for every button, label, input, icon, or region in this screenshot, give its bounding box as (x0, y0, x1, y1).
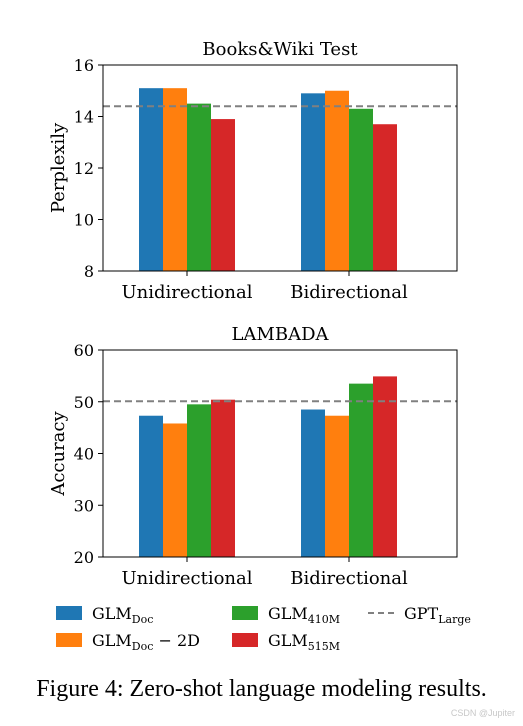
legend-entry-glm-doc-swatch (56, 606, 82, 620)
legend-label-subscript: 515M (308, 640, 340, 653)
legend-entry-glm-doc: GLMDoc (56, 604, 153, 626)
y-tick-label: 14 (74, 108, 94, 127)
figure-caption: Figure 4: Zero-shot language modeling re… (36, 676, 487, 702)
legend-entry-glm-410m-swatch (232, 606, 258, 620)
bar-glm-doc-2d-bidirectional (325, 415, 349, 557)
bar-glm-doc-bidirectional (301, 409, 325, 557)
legend-label-base: GLM (268, 604, 308, 623)
chart-title: LAMBADA (231, 324, 329, 345)
bar-glm-doc-2d-unidirectional (163, 423, 187, 557)
bar-glm-410m-bidirectional (349, 108, 373, 272)
y-tick-label: 12 (74, 159, 94, 178)
legend-label-subscript: Doc (132, 613, 154, 626)
legend-entry-gpt-large: GPTLarge (368, 604, 471, 626)
legend-label-base: GLM (92, 604, 132, 623)
x-tick-label-bidirectional: Bidirectional (290, 282, 408, 303)
bar-glm-410m-bidirectional (349, 383, 373, 557)
y-tick-label: 20 (74, 548, 94, 567)
y-tick-label: 8 (84, 262, 94, 281)
legend-entry-glm-doc-2d-swatch (56, 633, 82, 647)
bar-glm-515m-unidirectional (211, 119, 235, 271)
legend-entry-glm-515m-label: GLM515M (268, 631, 340, 653)
y-axis-label: Accuracy (48, 411, 69, 497)
bar-glm-515m-unidirectional (211, 399, 235, 557)
bar-glm-410m-unidirectional (187, 404, 211, 557)
legend-entry-glm-515m-swatch (232, 633, 258, 647)
chart-title: Books&Wiki Test (202, 39, 358, 60)
legend-entry-glm-410m: GLM410M (232, 604, 340, 626)
legend-entry-gpt-large-label: GPTLarge (404, 604, 471, 626)
bar-glm-doc-2d-bidirectional (325, 90, 349, 271)
figure: Books&Wiki Test 8 10 12 14 16 Unidirectional Bi… (48, 39, 471, 653)
x-tick-label-bidirectional: Bidirectional (290, 568, 408, 589)
x-tick-label-unidirectional: Unidirectional (121, 568, 252, 589)
y-tick-label: 16 (74, 56, 94, 75)
legend-label-subscript: Doc (132, 640, 154, 653)
y-tick-label: 10 (74, 211, 94, 230)
y-tick-label: 60 (74, 341, 94, 360)
y-tick-label: 50 (74, 393, 94, 412)
chart-panel-1: Books&Wiki Test 8 10 12 14 16 Unidirectional Bi… (48, 39, 458, 303)
bar-glm-doc-2d-unidirectional (163, 88, 187, 271)
bar-glm-doc-bidirectional (301, 93, 325, 271)
bar-glm-515m-bidirectional (373, 124, 397, 271)
legend-entry-glm-410m-label: GLM410M (268, 604, 340, 626)
legend-entry-glm-doc-label: GLMDoc (92, 604, 153, 626)
legend-label-base: GLM (92, 631, 132, 650)
legend-label-subscript: Large (438, 613, 471, 626)
bar-glm-410m-unidirectional (187, 103, 211, 271)
legend-entry-glm-515m: GLM515M (232, 631, 340, 653)
legend-label-suffix: − 2D (153, 631, 200, 650)
y-tick-label: 40 (74, 445, 94, 464)
legend-label-subscript: 410M (308, 613, 340, 626)
legend-entry-glm-doc-2d: GLMDoc − 2D (56, 631, 200, 653)
bar-glm-doc-unidirectional (139, 88, 163, 271)
x-tick-label-unidirectional: Unidirectional (121, 282, 252, 303)
watermark: CSDN @Jupiter (450, 708, 515, 718)
bar-glm-doc-unidirectional (139, 415, 163, 557)
legend-entry-glm-doc-2d-label: GLMDoc − 2D (92, 631, 200, 653)
legend-label-base: GLM (268, 631, 308, 650)
y-tick-label: 30 (74, 496, 94, 515)
bar-glm-515m-bidirectional (373, 376, 397, 557)
y-axis-label: Perplexily (48, 122, 69, 213)
chart-panel-2: LAMBADA 20 30 40 50 60 Unidirectional Bidirecti… (48, 324, 458, 589)
legend-label-base: GPT (404, 604, 439, 623)
